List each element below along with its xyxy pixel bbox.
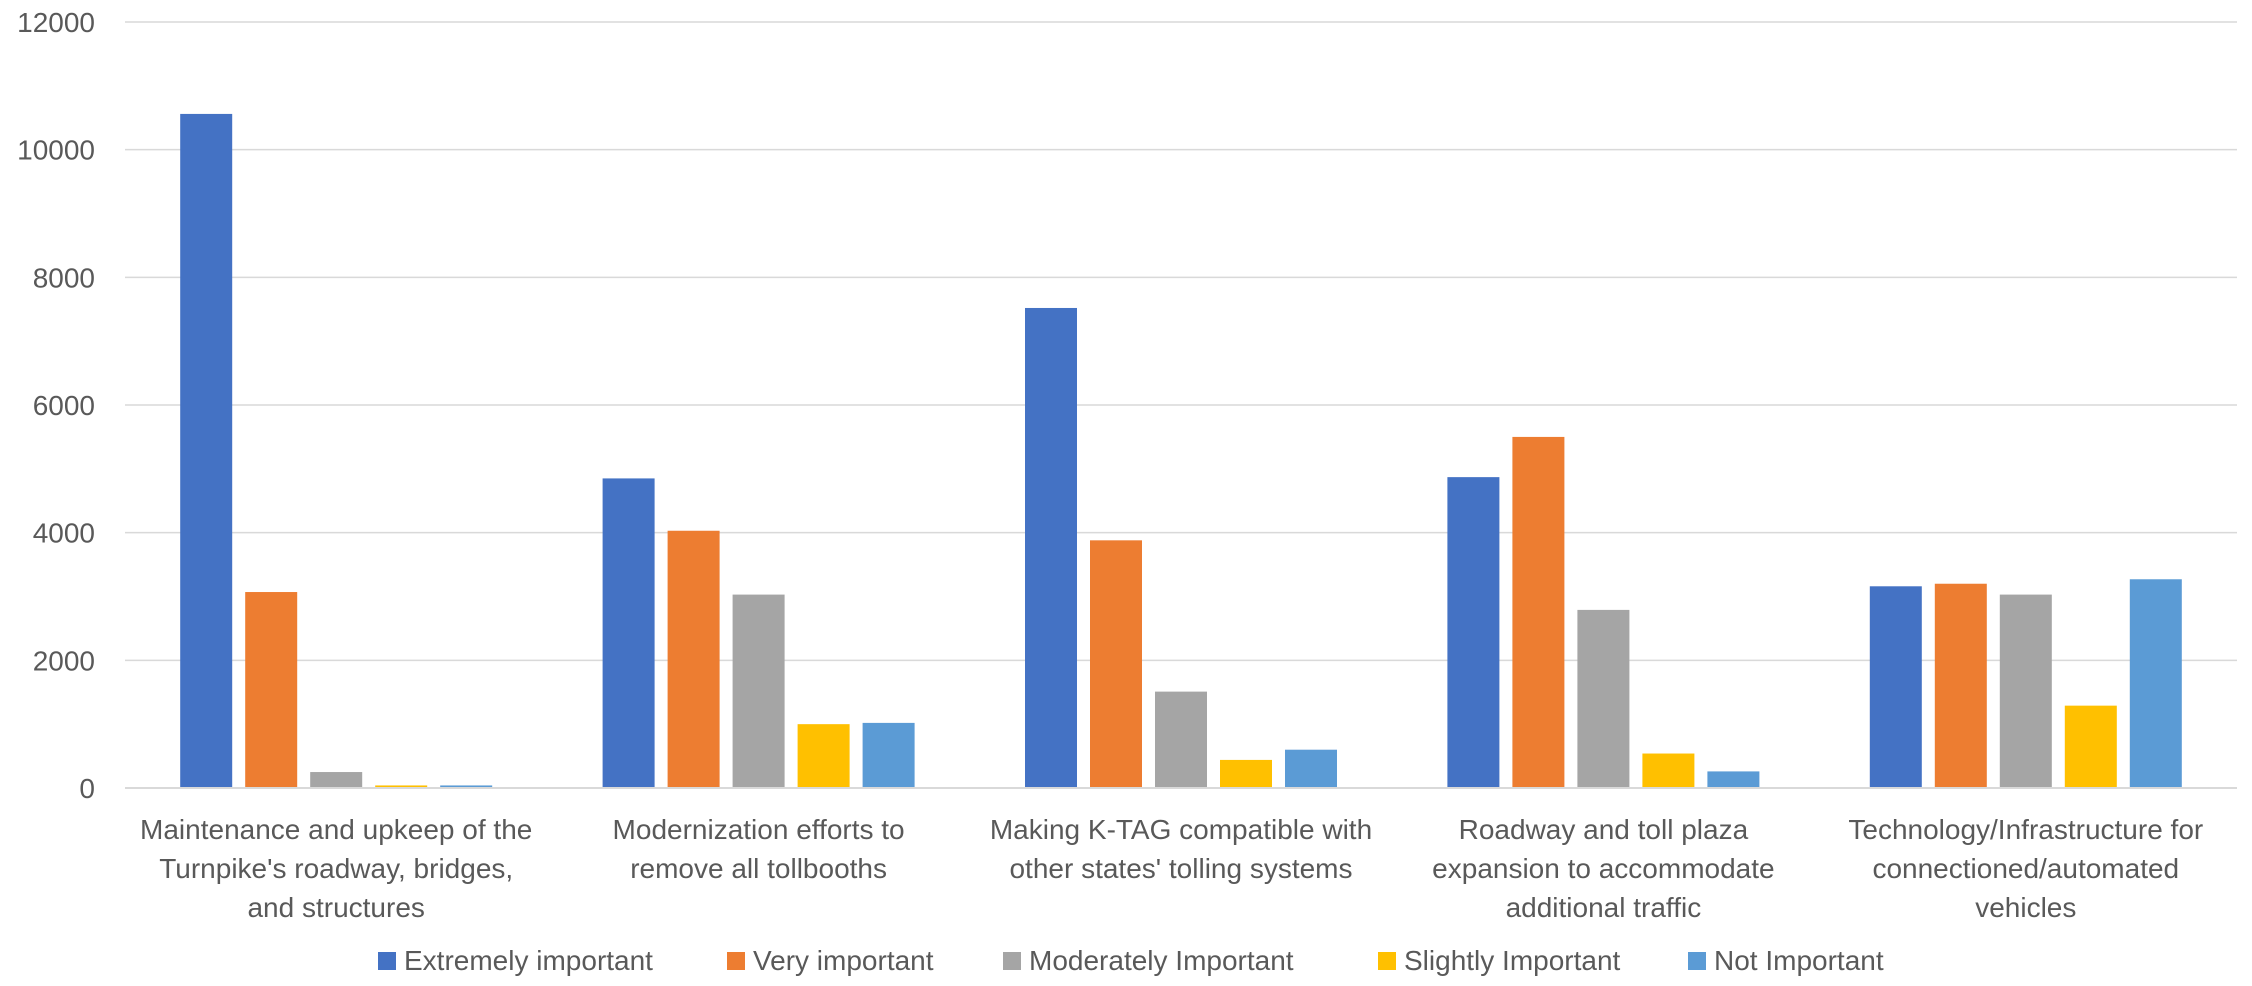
x-category-label: vehicles	[1975, 892, 2076, 923]
bar	[862, 722, 915, 788]
y-tick-label: 2000	[33, 645, 95, 676]
bar	[797, 724, 850, 788]
x-category-label: Maintenance and upkeep of the	[140, 814, 532, 845]
bar	[1220, 759, 1272, 788]
legend-label: Extremely important	[404, 945, 653, 976]
bar	[1155, 691, 1207, 788]
legend-label: Not Important	[1714, 945, 1884, 976]
bar	[602, 478, 655, 788]
legend-swatch	[727, 952, 745, 970]
x-axis-category-labels: Maintenance and upkeep of the Turnpike's …	[140, 814, 2203, 923]
x-category-label: Turnpike's roadway, bridges,	[159, 853, 513, 884]
legend-label: Moderately Important	[1029, 945, 1294, 976]
bar	[1447, 477, 1500, 788]
x-category-label: Roadway and toll plaza	[1459, 814, 1749, 845]
x-category-label: remove all tollbooths	[630, 853, 887, 884]
legend-swatch	[1003, 952, 1021, 970]
bar	[1999, 594, 2052, 788]
bar	[375, 785, 428, 788]
gridlines	[125, 21, 2237, 662]
bar	[1025, 307, 1077, 788]
bar	[732, 594, 785, 788]
y-tick-label: 8000	[33, 262, 95, 293]
legend-swatch	[378, 952, 396, 970]
y-axis-tick-labels: 0 2000 4000 6000 8000 10000 12000	[17, 7, 95, 804]
bar	[1577, 609, 1630, 788]
y-tick-label: 10000	[17, 135, 95, 166]
legend-label: Very important	[753, 945, 934, 976]
bar	[1934, 583, 1987, 788]
bar	[1512, 436, 1565, 788]
bar	[1869, 586, 1922, 788]
y-tick-label: 6000	[33, 390, 95, 421]
x-category-label: expansion to accommodate	[1432, 853, 1774, 884]
x-category-label: Making K-TAG compatible with	[990, 814, 1372, 845]
x-category-label: and structures	[247, 892, 424, 923]
x-category-label: connectioned/automated	[1872, 853, 2179, 884]
x-category-label: Modernization efforts to	[613, 814, 905, 845]
legend-swatch	[1378, 952, 1396, 970]
x-category-label: other states' tolling systems	[1009, 853, 1352, 884]
bar	[1090, 540, 1142, 788]
legend-swatch	[1688, 952, 1706, 970]
y-tick-label: 12000	[17, 7, 95, 38]
bar	[310, 772, 363, 788]
x-category-label: Technology/Infrastructure for	[1848, 814, 2203, 845]
bar	[180, 113, 233, 789]
bar	[245, 592, 298, 788]
legend: Extremely important Very important Moderat…	[378, 945, 1884, 976]
bar	[2129, 579, 2182, 788]
bar	[2064, 705, 2117, 788]
legend-label: Slightly Important	[1404, 945, 1621, 976]
bar	[1642, 753, 1695, 788]
bar	[440, 785, 493, 788]
bar	[1707, 771, 1760, 788]
y-tick-label: 4000	[33, 518, 95, 549]
bar	[1285, 749, 1337, 788]
x-category-label: additional traffic	[1506, 892, 1702, 923]
bars	[180, 113, 2182, 789]
bar	[667, 530, 720, 788]
y-tick-label: 0	[79, 773, 95, 804]
